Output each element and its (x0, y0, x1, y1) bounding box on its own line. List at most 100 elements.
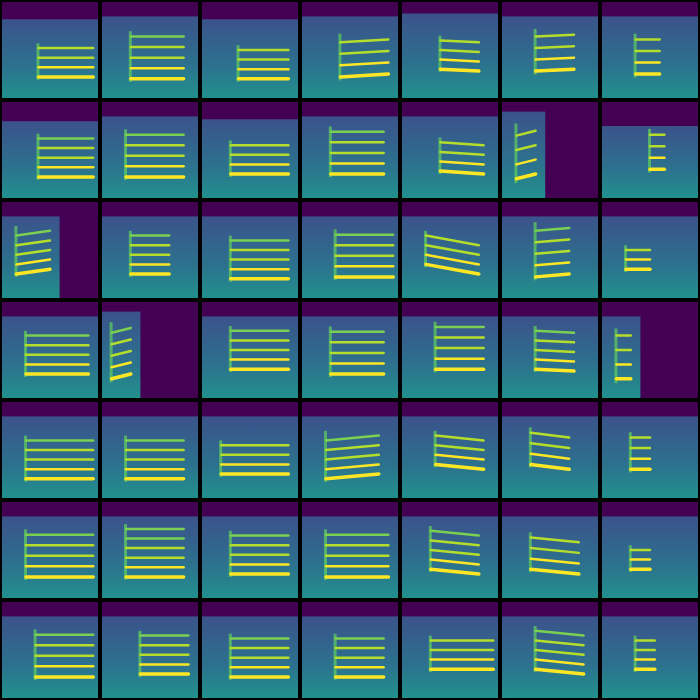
plot-area (602, 302, 698, 398)
harmonic (536, 262, 570, 265)
harmonic (231, 249, 289, 252)
spectrogram-panel (502, 502, 598, 598)
harmonic (38, 166, 93, 169)
silence (202, 102, 298, 198)
spectrogram-panel (2, 502, 98, 598)
harmonic (126, 449, 184, 452)
harmonic (231, 144, 289, 147)
harmonic (331, 352, 384, 355)
silence (502, 502, 598, 598)
harmonic (238, 49, 288, 52)
silence (602, 402, 698, 498)
harmonic (238, 58, 288, 61)
harmonic (650, 145, 664, 148)
silence (302, 402, 398, 498)
harmonic (126, 477, 184, 481)
spectrogram-panel (202, 402, 298, 498)
noise-band (402, 14, 498, 98)
spectrogram-panel (302, 302, 398, 398)
spectrogram-panel (302, 402, 398, 498)
silence (402, 402, 498, 498)
silence (502, 602, 598, 698)
harmonic (26, 372, 88, 376)
noise-band (2, 19, 98, 98)
harmonic (326, 464, 379, 469)
harmonic (231, 534, 289, 537)
harmonic (426, 264, 479, 274)
harmonic (626, 249, 650, 252)
silence (2, 602, 98, 698)
noise-band (502, 16, 598, 98)
harmonic (536, 69, 574, 71)
harmonic (221, 463, 288, 466)
harmonic (231, 367, 289, 371)
harmonic (431, 658, 493, 661)
spectrogram-panel (102, 202, 198, 298)
harmonic (38, 137, 93, 140)
spectrogram-panel (602, 202, 698, 298)
silence (2, 302, 98, 398)
harmonic (126, 458, 184, 461)
silence (2, 402, 98, 498)
onset (124, 524, 127, 580)
noise-band (202, 119, 298, 198)
harmonic (231, 277, 289, 281)
silence (302, 302, 398, 398)
spectrogram-panel (502, 402, 598, 498)
harmonic (126, 133, 184, 136)
harmonic (231, 163, 289, 166)
plot-area (202, 2, 298, 98)
harmonic (26, 334, 88, 337)
harmonic (36, 665, 94, 668)
onset (14, 226, 17, 277)
harmonic (336, 666, 384, 669)
harmonic (140, 663, 188, 666)
noise-band (302, 316, 398, 398)
harmonic (26, 468, 93, 471)
spectrogram-panel (102, 402, 198, 498)
harmonic (636, 38, 660, 41)
plot-area (2, 202, 98, 298)
silence (402, 102, 498, 198)
harmonic (326, 565, 388, 568)
harmonic (436, 455, 484, 460)
harmonic (126, 165, 184, 168)
plot-area (402, 302, 498, 398)
noise-band (2, 316, 98, 398)
harmonic (431, 569, 479, 574)
noise-band (502, 516, 598, 598)
silence (402, 202, 498, 298)
harmonic (231, 330, 289, 333)
harmonic (426, 245, 479, 255)
noise-band (302, 216, 398, 298)
harmonic (36, 655, 94, 658)
harmonic (431, 649, 493, 652)
harmonic (140, 634, 188, 637)
harmonic (636, 72, 660, 76)
plot-area (502, 202, 598, 298)
harmonic (126, 537, 184, 540)
harmonic (516, 131, 535, 136)
silence (202, 402, 298, 498)
harmonic (26, 555, 93, 558)
harmonic (536, 58, 574, 60)
harmonic (16, 231, 50, 236)
silence (502, 2, 598, 98)
onset (514, 124, 517, 184)
harmonic (531, 569, 579, 574)
noise-band (102, 516, 198, 598)
noise-band (2, 416, 98, 498)
harmonic (36, 633, 94, 636)
spectrogram-panel (502, 602, 598, 698)
harmonic (431, 540, 479, 545)
silence (602, 102, 698, 198)
harmonic (238, 77, 288, 81)
noise-band (502, 112, 545, 198)
noise-band (302, 516, 398, 598)
harmonic (131, 272, 169, 276)
harmonic (336, 255, 394, 258)
plot-area (402, 602, 498, 698)
harmonic (36, 644, 94, 647)
harmonic (336, 656, 384, 659)
noise-band (602, 216, 698, 298)
